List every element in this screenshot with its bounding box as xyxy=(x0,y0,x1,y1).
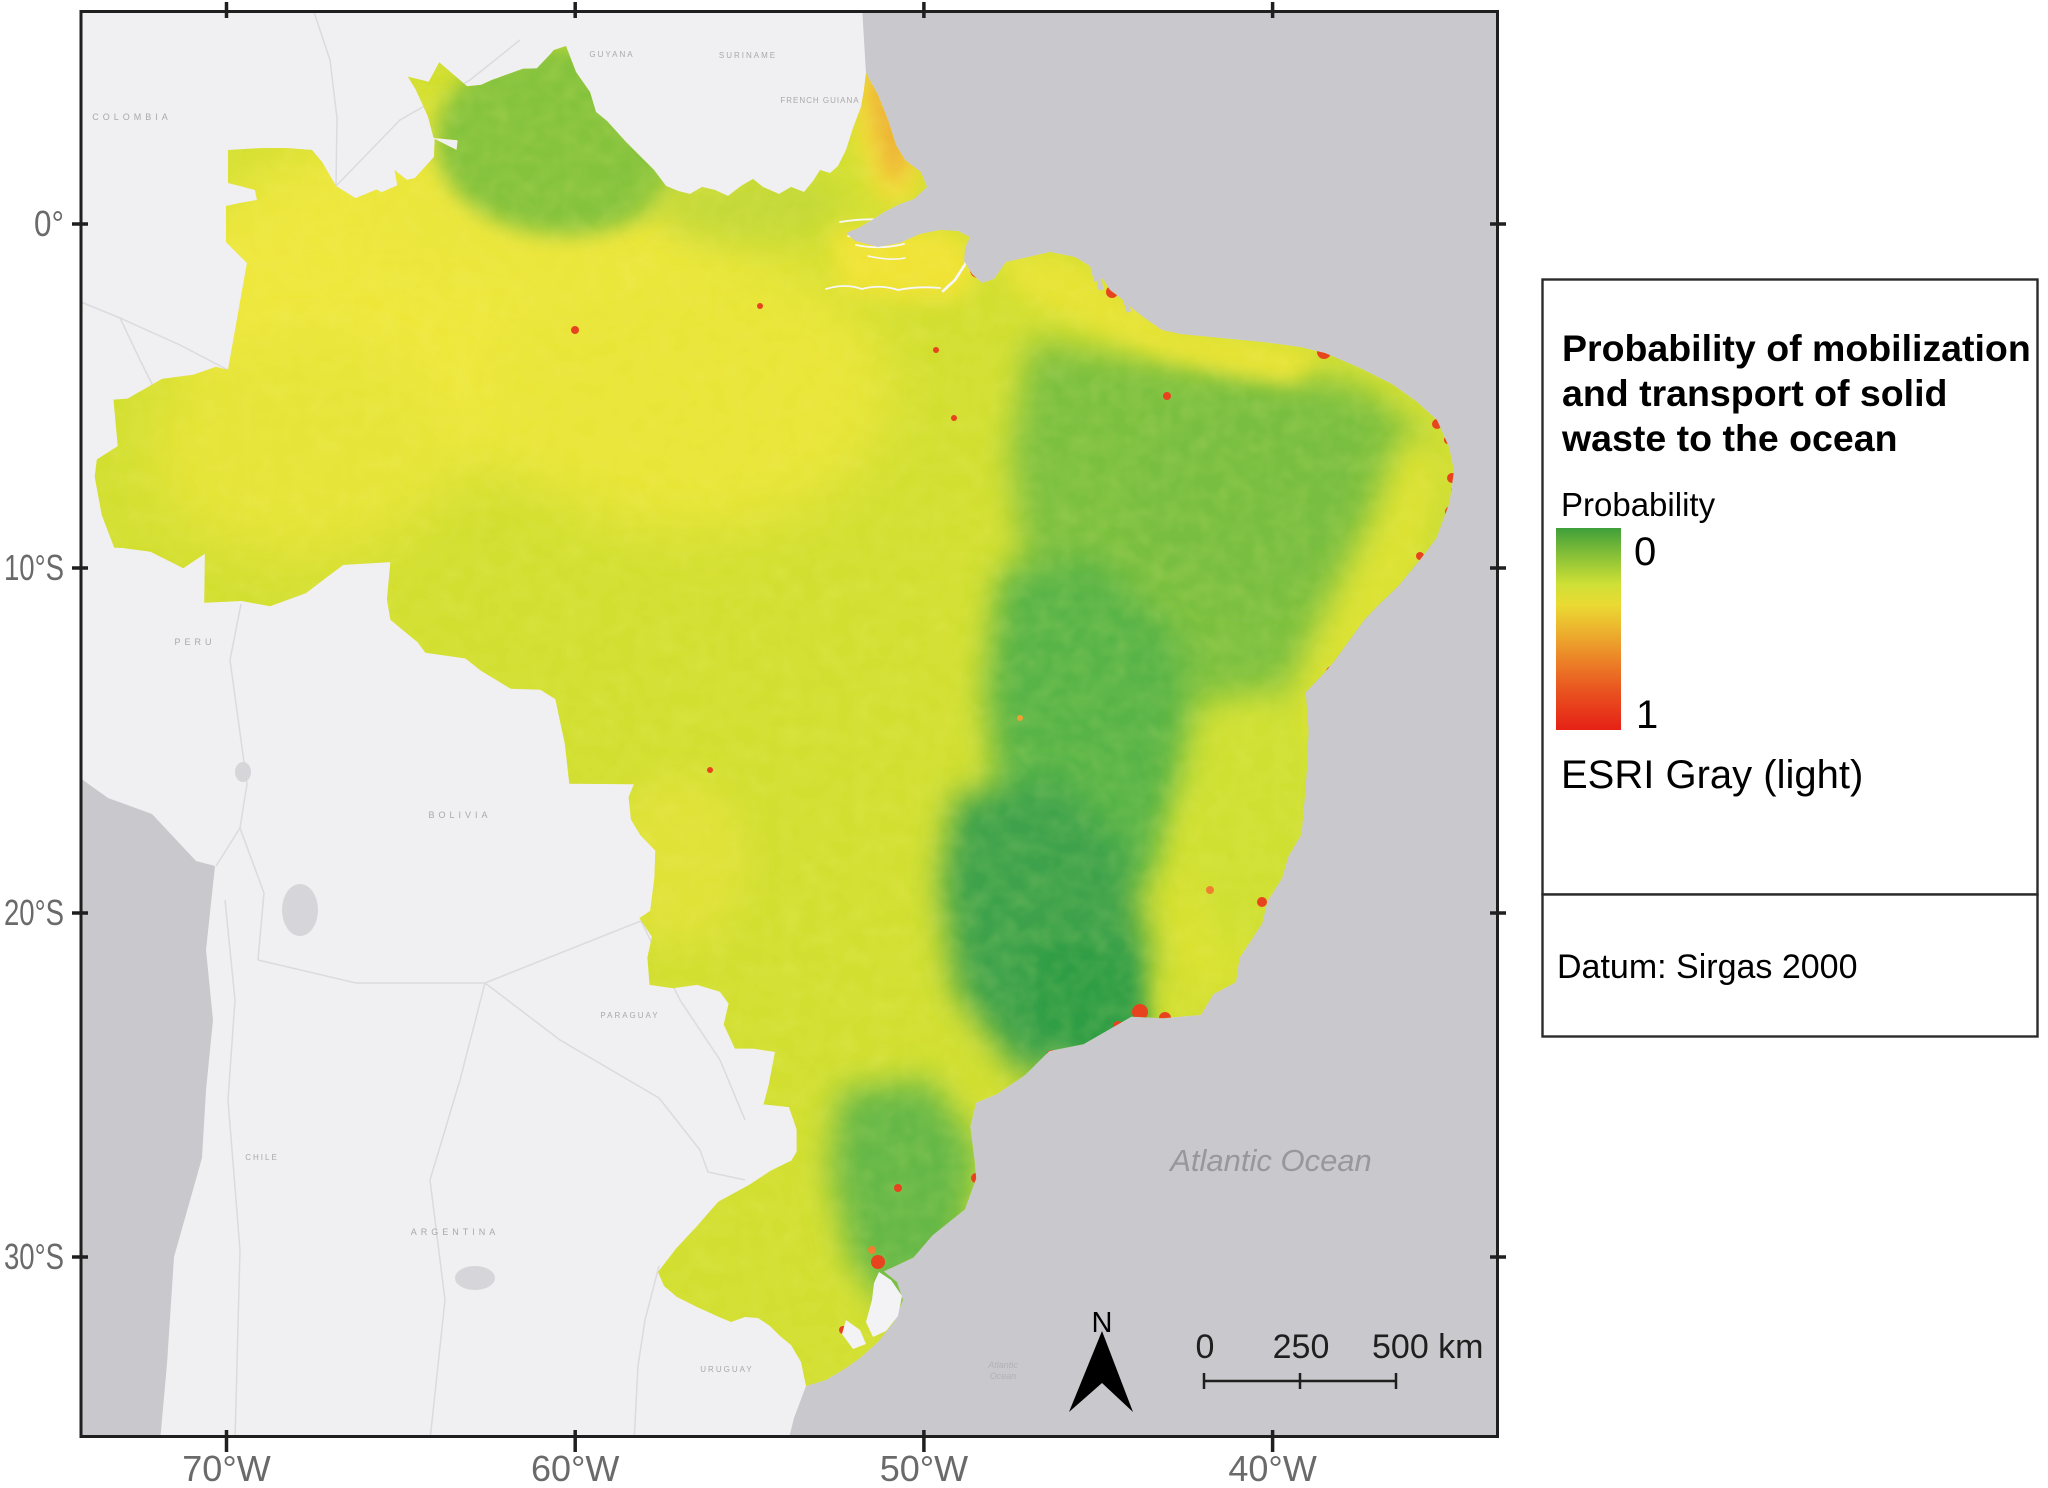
svg-text:SURINAME: SURINAME xyxy=(719,51,777,60)
svg-text:0°: 0° xyxy=(34,203,64,244)
svg-text:PERU: PERU xyxy=(174,637,215,647)
svg-text:40°W: 40°W xyxy=(1228,1448,1316,1488)
svg-text:CHILE: CHILE xyxy=(245,1153,279,1162)
svg-text:0: 0 xyxy=(1196,1328,1215,1366)
svg-text:Probability: Probability xyxy=(1561,486,1716,523)
svg-text:50°W: 50°W xyxy=(880,1448,968,1488)
svg-text:ARGENTINA: ARGENTINA xyxy=(411,1227,500,1237)
svg-text:GUYANA: GUYANA xyxy=(589,50,634,59)
svg-text:FRENCH GUIANA: FRENCH GUIANA xyxy=(780,96,859,105)
svg-text:Datum: Sirgas 2000: Datum: Sirgas 2000 xyxy=(1557,948,1858,986)
svg-text:Atlantic Ocean: Atlantic Ocean xyxy=(1168,1143,1372,1178)
svg-text:0: 0 xyxy=(1634,530,1656,574)
svg-text:and transport of solid: and transport of solid xyxy=(1562,372,1947,414)
svg-text:70°W: 70°W xyxy=(182,1448,270,1488)
svg-text:20°S: 20°S xyxy=(4,892,64,933)
svg-text:PARAGUAY: PARAGUAY xyxy=(600,1011,659,1020)
svg-text:60°W: 60°W xyxy=(531,1448,619,1488)
svg-text:30°S: 30°S xyxy=(4,1236,64,1277)
svg-text:ESRI Gray (light): ESRI Gray (light) xyxy=(1561,753,1863,797)
svg-text:N: N xyxy=(1092,1307,1113,1339)
svg-text:waste to the ocean: waste to the ocean xyxy=(1561,417,1898,459)
svg-text:BOLIVIA: BOLIVIA xyxy=(428,810,491,820)
svg-text:10°S: 10°S xyxy=(4,547,64,588)
svg-text:500 km: 500 km xyxy=(1372,1328,1484,1366)
svg-text:Atlantic: Atlantic xyxy=(987,1360,1018,1370)
svg-text:URUGUAY: URUGUAY xyxy=(700,1365,753,1374)
svg-text:Probability of mobilization: Probability of mobilization xyxy=(1562,327,2031,369)
svg-text:Ocean: Ocean xyxy=(990,1371,1017,1381)
svg-text:1: 1 xyxy=(1636,693,1658,737)
svg-text:COLOMBIA: COLOMBIA xyxy=(92,112,172,122)
svg-text:250: 250 xyxy=(1273,1328,1330,1366)
